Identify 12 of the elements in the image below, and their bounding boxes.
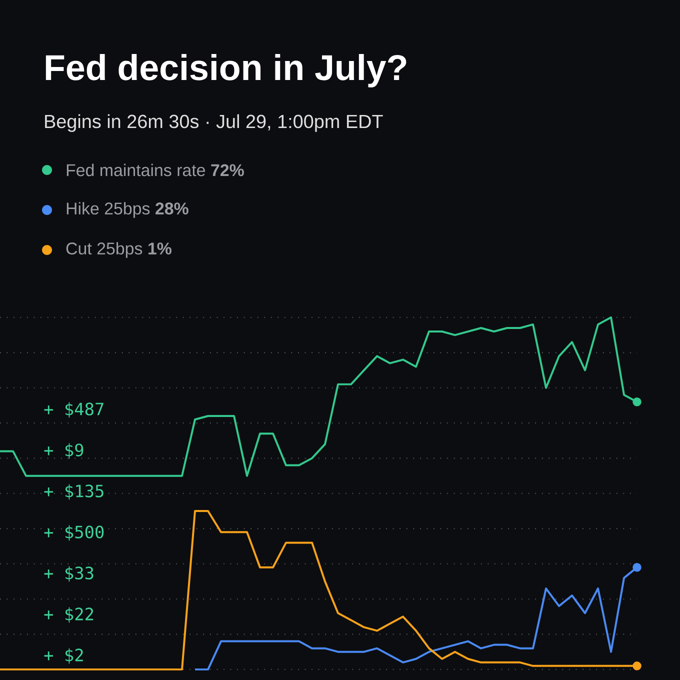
annotation: + $2 bbox=[44, 648, 83, 664]
legend-label: Hike 25bps 28% bbox=[66, 202, 188, 218]
annotation: + $9 bbox=[44, 443, 84, 459]
annotation: + $487 bbox=[44, 402, 104, 418]
annotation: + $500 bbox=[44, 525, 104, 541]
chart-title: Fed decision in July? bbox=[46, 54, 406, 88]
annotation: + $33 bbox=[44, 566, 94, 582]
annotation: + $135 bbox=[44, 484, 104, 500]
annotation: + $22 bbox=[44, 607, 94, 623]
legend-label: Cut 25bps 1% bbox=[66, 242, 172, 258]
chart-subtitle: Begins in 26m 30s · Jul 29, 1:00pm EDT bbox=[45, 114, 383, 132]
legend-label: Fed maintains rate 72% bbox=[66, 164, 244, 176]
